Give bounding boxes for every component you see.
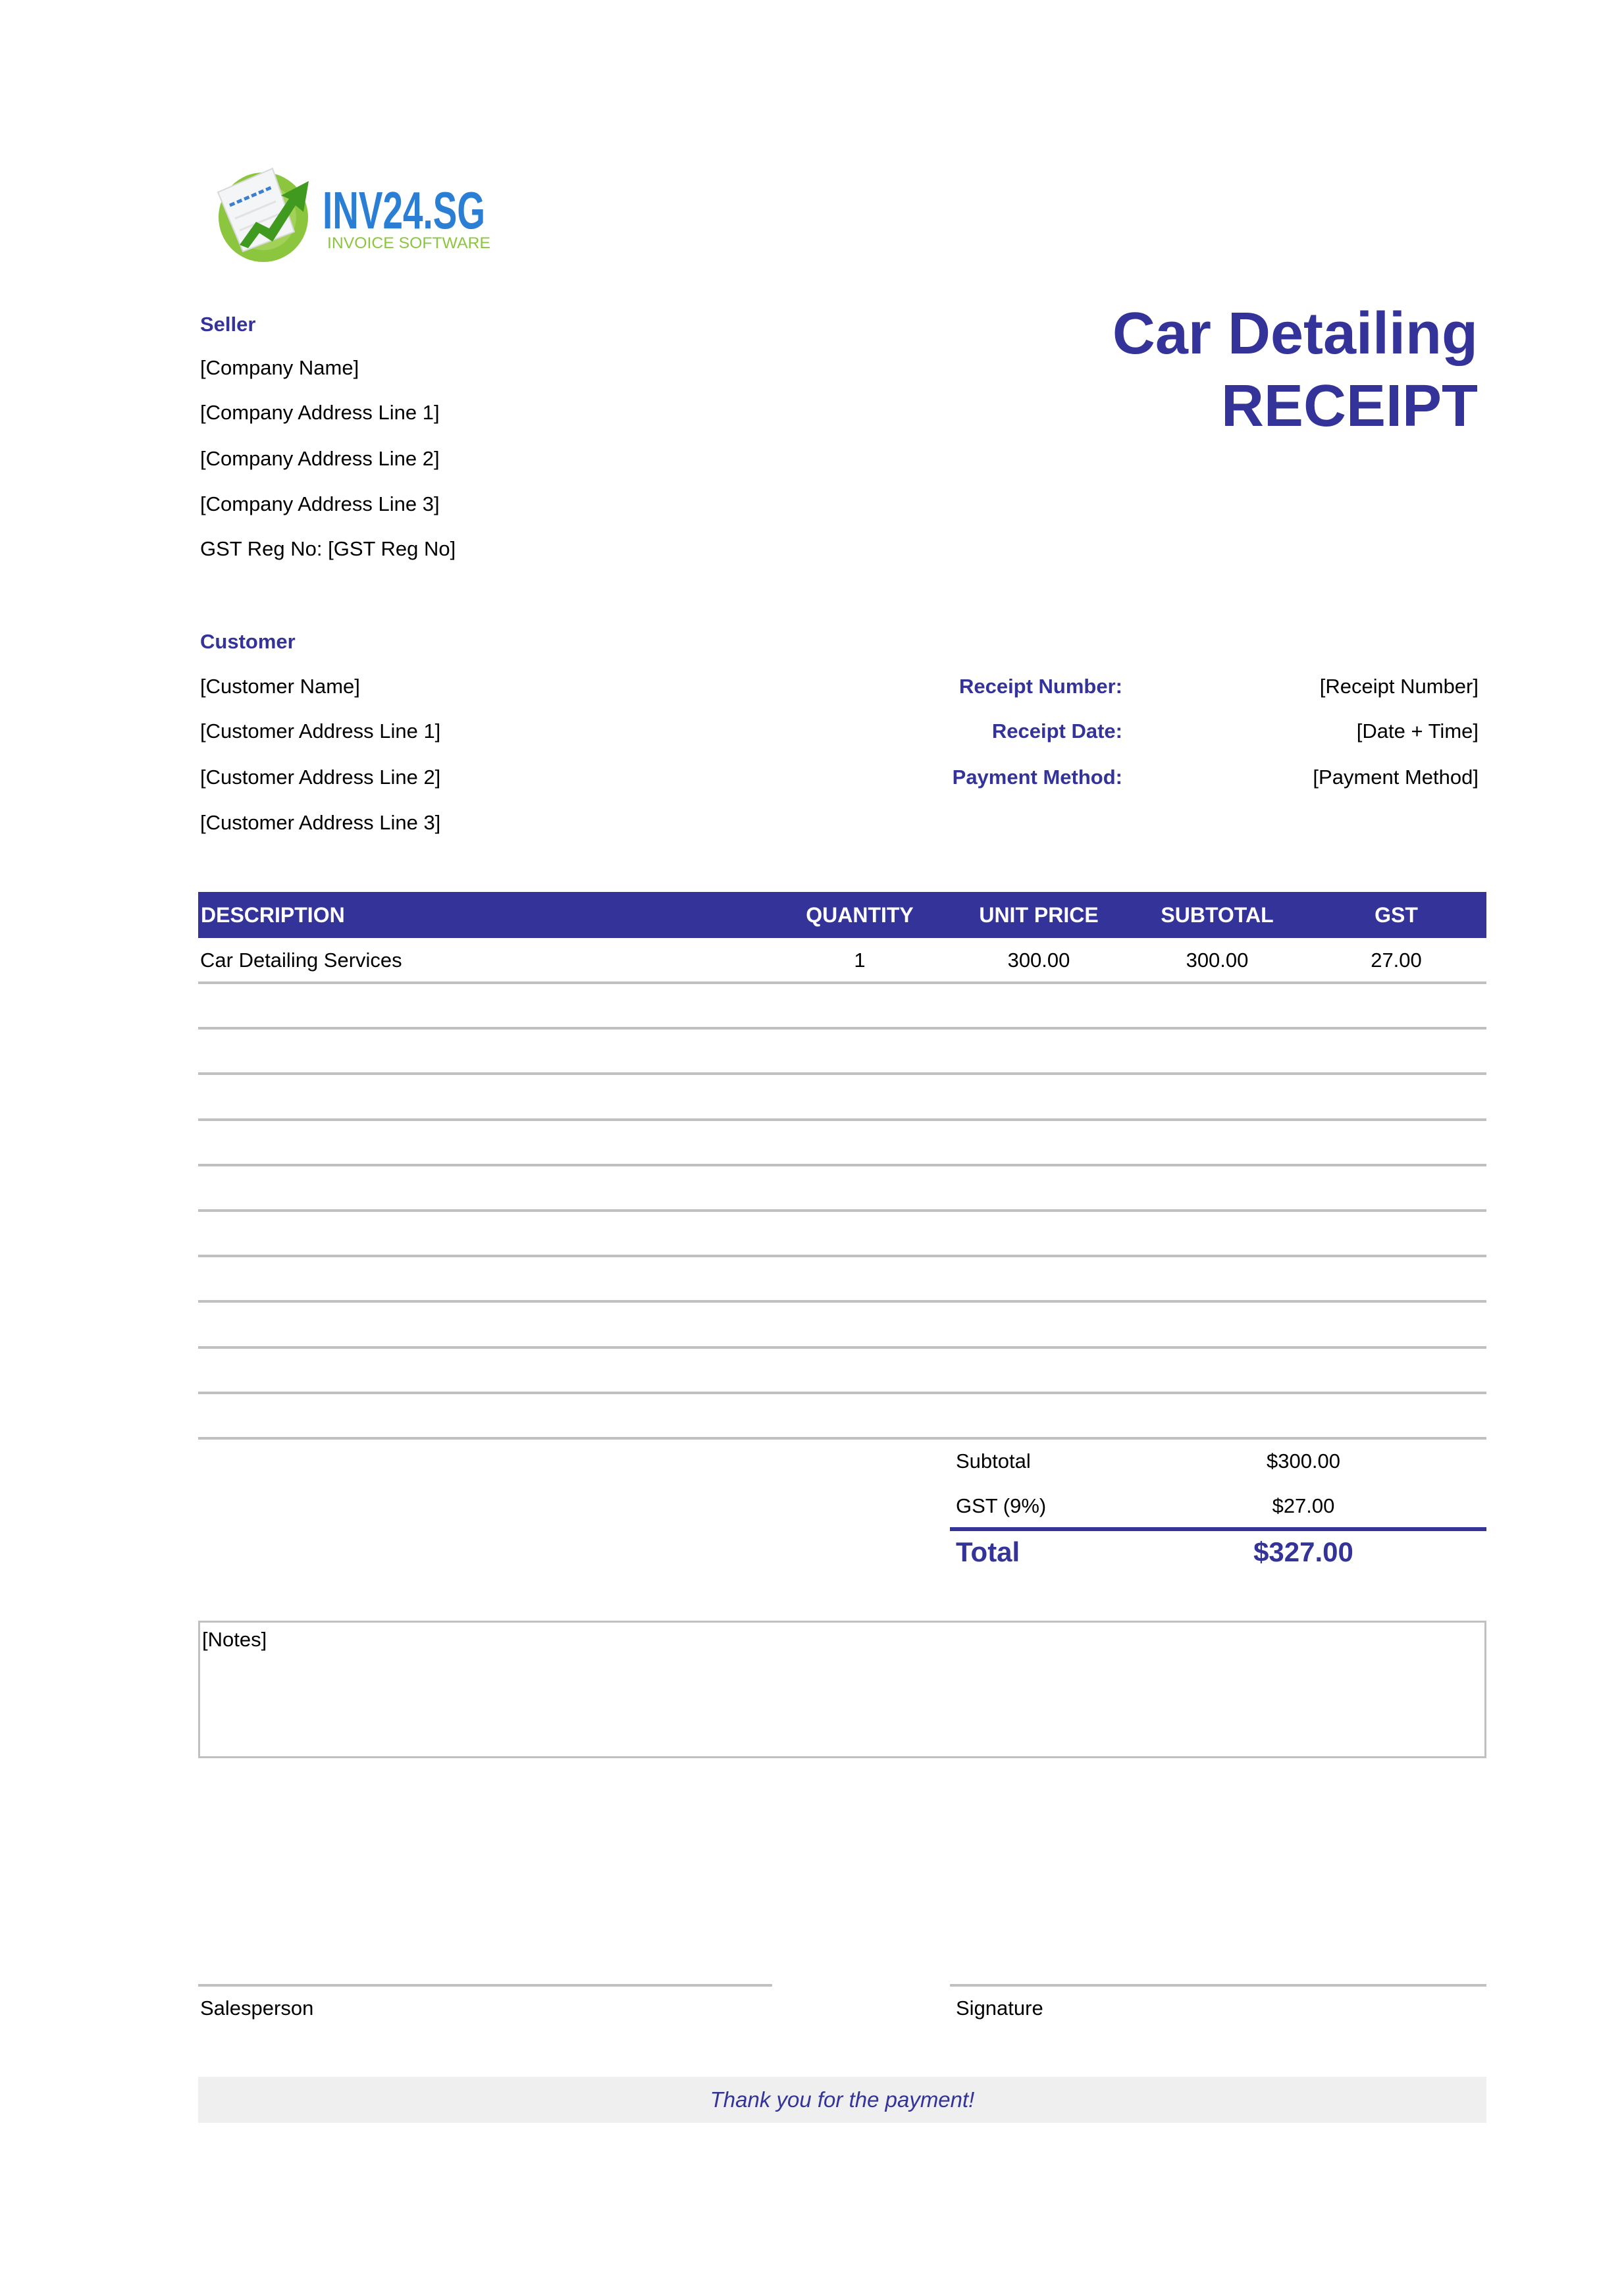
item-quantity: 1 bbox=[854, 949, 866, 972]
receipt-number-label: Receipt Number: bbox=[958, 675, 1122, 698]
customer-name: [Customer Name] bbox=[200, 675, 360, 698]
seller-gst-reg: GST Reg No: [GST Reg No] bbox=[200, 537, 456, 560]
customer-heading: Customer bbox=[200, 630, 296, 653]
items-table-header: DESCRIPTION QUANTITY UNIT PRICE SUBTOTAL… bbox=[198, 892, 1486, 938]
total-label: Total bbox=[956, 1536, 1020, 1567]
column-header-description: DESCRIPTION bbox=[201, 903, 345, 927]
seller-company-name: [Company Name] bbox=[200, 356, 359, 379]
logo-mark-icon: INV24.SG INVOICE SOFTWARE bbox=[217, 167, 490, 262]
row-divider bbox=[198, 1300, 1486, 1303]
row-divider bbox=[198, 1027, 1486, 1030]
receipt-date-label: Receipt Date: bbox=[991, 719, 1122, 743]
logo: INV24.SG INVOICE SOFTWARE bbox=[210, 159, 526, 268]
total-value: $327.00 bbox=[1253, 1536, 1353, 1567]
receipt-date-value: [Date + Time] bbox=[1356, 719, 1479, 743]
footer-band: Thank you for the payment! bbox=[198, 2077, 1486, 2123]
signature-label: Signature bbox=[956, 1997, 1043, 2020]
item-description: Car Detailing Services bbox=[200, 949, 402, 972]
seller-address-1: [Company Address Line 1] bbox=[200, 401, 440, 424]
salesperson-label: Salesperson bbox=[200, 1997, 314, 2020]
document-title-line2: RECEIPT bbox=[1220, 373, 1478, 439]
customer-address-1: [Customer Address Line 1] bbox=[200, 719, 441, 743]
subtotal-value: $300.00 bbox=[1266, 1449, 1341, 1473]
seller-address-3: [Company Address Line 3] bbox=[200, 492, 440, 515]
row-divider bbox=[198, 1118, 1486, 1121]
customer-address-2: [Customer Address Line 2] bbox=[200, 766, 441, 789]
row-divider bbox=[198, 1345, 1486, 1349]
seller-heading: Seller bbox=[200, 313, 256, 336]
customer-address-3: [Customer Address Line 3] bbox=[200, 811, 441, 834]
gst-value: $27.00 bbox=[1272, 1494, 1335, 1517]
receipt-number-value: [Receipt Number] bbox=[1319, 675, 1479, 698]
column-header-subtotal: SUBTOTAL bbox=[1161, 903, 1274, 927]
column-header-gst: GST bbox=[1375, 903, 1418, 927]
row-divider bbox=[198, 1163, 1486, 1166]
item-gst: 27.00 bbox=[1371, 949, 1422, 972]
row-divider bbox=[198, 981, 1486, 984]
logo-brand: INV24.SG bbox=[323, 181, 485, 240]
row-divider bbox=[198, 1391, 1486, 1394]
document-title-line1: Car Detailing bbox=[1112, 301, 1478, 367]
total-divider bbox=[950, 1527, 1486, 1531]
row-divider bbox=[198, 1255, 1486, 1258]
payment-method-label: Payment Method: bbox=[952, 766, 1122, 789]
salesperson-line bbox=[198, 1984, 772, 1987]
row-divider bbox=[198, 1209, 1486, 1212]
notes-box[interactable]: [Notes] bbox=[198, 1621, 1486, 1758]
item-subtotal: 300.00 bbox=[1186, 949, 1249, 972]
column-header-unit-price: UNIT PRICE bbox=[979, 903, 1099, 927]
column-header-quantity: QUANTITY bbox=[806, 903, 914, 927]
gst-label: GST (9%) bbox=[956, 1494, 1047, 1517]
seller-address-2: [Company Address Line 2] bbox=[200, 447, 440, 470]
row-divider bbox=[198, 1437, 1486, 1440]
notes-text: [Notes] bbox=[202, 1628, 267, 1651]
item-unit-price: 300.00 bbox=[1007, 949, 1070, 972]
payment-method-value: [Payment Method] bbox=[1313, 766, 1479, 789]
subtotal-label: Subtotal bbox=[956, 1449, 1031, 1473]
signature-line bbox=[950, 1984, 1486, 1987]
thank-you-message: Thank you for the payment! bbox=[710, 2087, 975, 2112]
logo-tagline: INVOICE SOFTWARE bbox=[327, 234, 490, 252]
row-divider bbox=[198, 1072, 1486, 1076]
